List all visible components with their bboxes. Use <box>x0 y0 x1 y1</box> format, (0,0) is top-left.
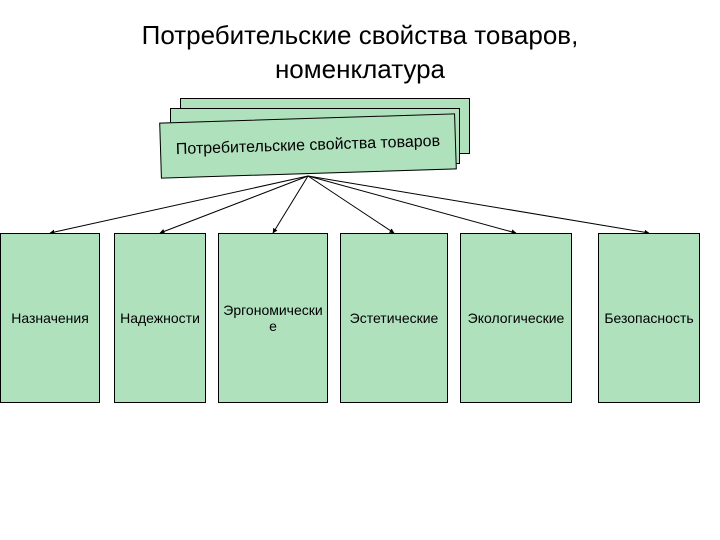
root-node: Потребительские свойства товаров <box>159 113 457 178</box>
child-node-label: Эстетические <box>350 310 439 326</box>
child-node: Эргономические <box>218 233 328 403</box>
child-node-label: Безопасность <box>604 310 693 326</box>
child-node-label: Назначения <box>11 310 89 326</box>
child-node-label: Эргономические <box>221 302 325 334</box>
title-line-2: номенклатура <box>0 52 720 86</box>
child-node: Экологические <box>460 233 572 403</box>
child-node-label: Надежности <box>120 310 200 326</box>
child-node: Эстетические <box>340 233 448 403</box>
child-node: Назначения <box>0 233 100 403</box>
page-title: Потребительские свойства товаров,номенкл… <box>0 18 720 86</box>
child-node: Безопасность <box>598 233 700 403</box>
root-node-label: Потребительские свойства товаров <box>176 133 441 159</box>
title-line-1: Потребительские свойства товаров, <box>0 18 720 52</box>
child-node: Надежности <box>114 233 206 403</box>
child-node-label: Экологические <box>468 310 565 326</box>
